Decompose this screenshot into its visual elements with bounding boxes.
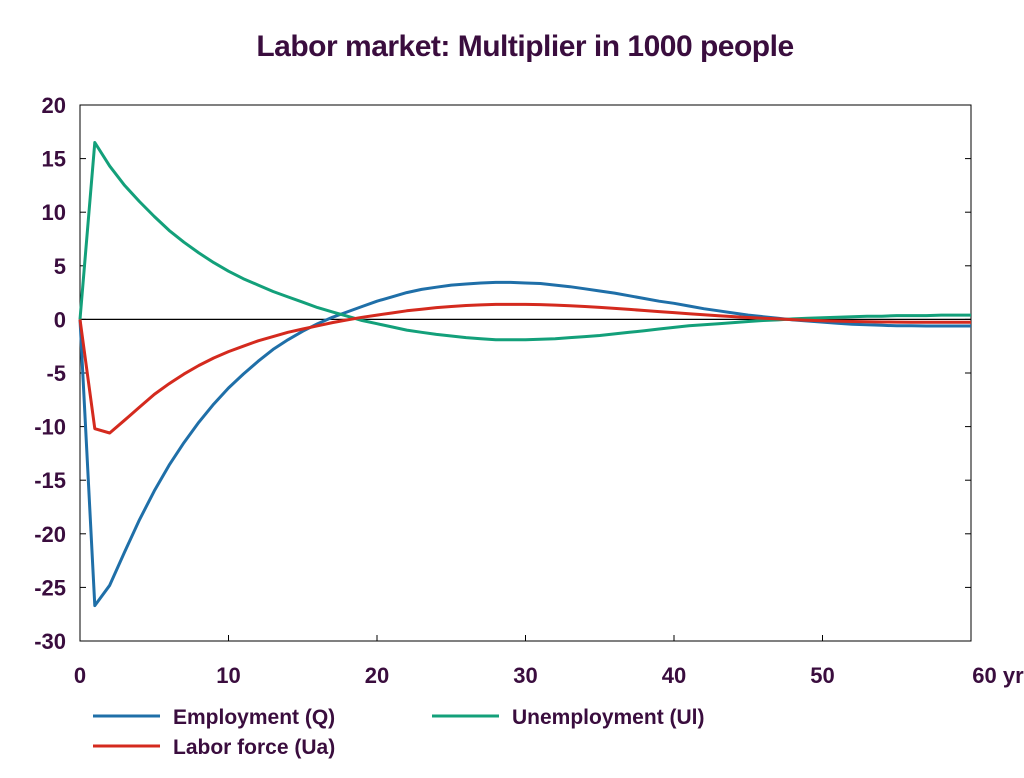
- series-line-labor-force-ua: [78, 302, 971, 435]
- series-line-employment-q: [78, 280, 971, 608]
- y-tick-label: -25: [34, 575, 66, 600]
- legend-label: Labor force (Ua): [173, 736, 335, 759]
- x-tick-label: 50: [810, 663, 834, 688]
- axes: [79, 104, 972, 642]
- series-lines: [78, 141, 971, 608]
- legend-label: Unemployment (Ul): [512, 706, 705, 729]
- y-tick-label: 0: [54, 307, 66, 332]
- series-line-unemployment-ul: [78, 141, 971, 342]
- x-tick-label: 40: [662, 663, 686, 688]
- x-tick-label: 0: [74, 663, 86, 688]
- y-tick-label: 15: [42, 147, 66, 172]
- legend: Employment (Q) Unemployment (Ul) Labor for…: [93, 706, 705, 759]
- legend-label: Employment (Q): [173, 706, 335, 729]
- x-tick-label: 10: [216, 663, 240, 688]
- y-tick-label: -10: [34, 415, 66, 440]
- y-tick-label: 20: [42, 93, 66, 118]
- plot-frame: [79, 104, 972, 642]
- y-tick-label: 10: [42, 200, 66, 225]
- y-tick-label: -20: [34, 522, 66, 547]
- y-tick-label: -15: [34, 468, 66, 493]
- x-tick-label: 20: [365, 663, 389, 688]
- y-tick-label: -30: [34, 629, 66, 654]
- x-tick-label: 60 yr: [972, 663, 1024, 688]
- y-tick-label: -5: [46, 361, 66, 386]
- x-tick-label: 30: [513, 663, 537, 688]
- chart-title: Labor market: Multiplier in 1000 people: [256, 30, 794, 63]
- y-tick-label: 5: [54, 254, 66, 279]
